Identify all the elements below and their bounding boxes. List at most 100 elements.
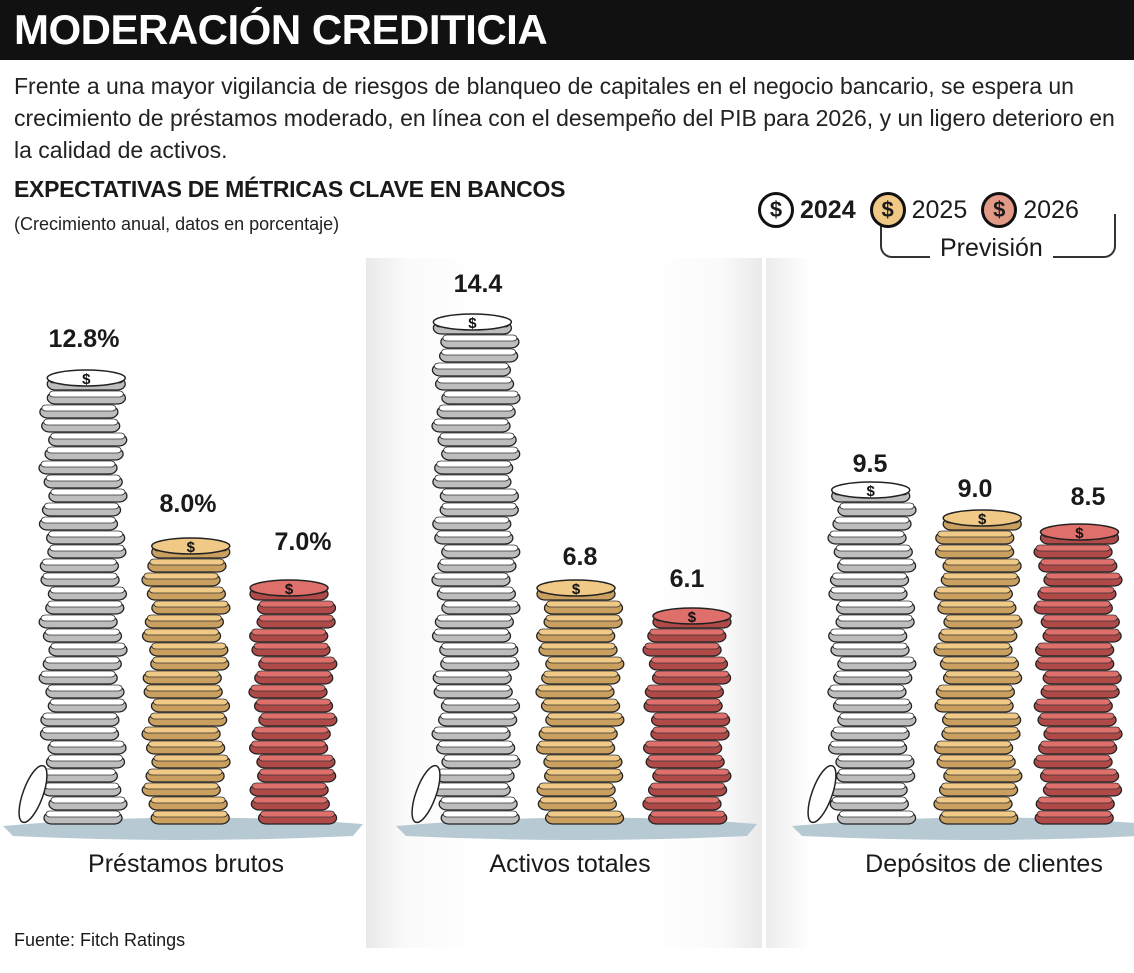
coin-face	[442, 334, 518, 342]
coin-face	[253, 726, 329, 734]
coin-face	[538, 628, 614, 636]
coin-face	[835, 544, 911, 552]
coin-face	[147, 768, 223, 776]
coin-face	[42, 712, 118, 720]
coin-face	[435, 684, 511, 692]
coin-face	[252, 796, 328, 804]
coin-face	[443, 544, 519, 552]
coin-face	[835, 670, 911, 678]
coin-face	[50, 796, 126, 804]
source-value: Fitch Ratings	[75, 930, 186, 950]
coin-face	[829, 530, 905, 538]
coin-face	[443, 390, 519, 398]
coin-face	[434, 362, 509, 370]
coin-face	[1037, 796, 1113, 804]
source: Fuente: Fitch Ratings	[14, 930, 185, 951]
coin-face	[439, 432, 515, 440]
coin-face	[250, 684, 326, 692]
coin-face	[547, 712, 623, 720]
coin-face	[652, 726, 728, 734]
coin-face	[442, 810, 518, 818]
legend-item-2025: $2025	[869, 192, 967, 228]
coin-face	[1037, 656, 1113, 664]
coin-stack-2024-1: $	[431, 313, 521, 825]
coin-face	[42, 726, 117, 734]
value-label: 6.8	[562, 543, 598, 571]
coin-face	[150, 796, 226, 804]
coin-face	[50, 642, 126, 650]
chart-subtitle: EXPECTATIVAS DE MÉTRICAS CLAVE EN BANCOS	[14, 176, 566, 202]
coin-face	[151, 642, 227, 650]
coin-face	[45, 474, 121, 482]
coin-face	[251, 782, 327, 790]
coin-face	[49, 740, 125, 748]
coin-face	[260, 656, 336, 664]
coin-face	[438, 586, 514, 594]
value-label: 7.0%	[274, 528, 332, 556]
value-label: 9.5	[852, 450, 888, 478]
coin-face	[150, 712, 226, 720]
leaning-coin-icon	[411, 764, 441, 824]
coin-face	[942, 572, 1018, 580]
coin-face	[40, 614, 116, 622]
coin-face	[442, 656, 518, 664]
coin-face	[143, 782, 219, 790]
coin-icon: $	[758, 192, 794, 228]
coin-stack-2025-1: $	[535, 579, 625, 825]
coin-face	[645, 698, 721, 706]
category-label: Activos totales	[489, 850, 651, 878]
coin-face	[937, 684, 1013, 692]
coin-face	[41, 404, 117, 412]
value-label: 12.8%	[48, 325, 120, 353]
coin-face	[1045, 572, 1121, 580]
coin-face	[653, 712, 729, 720]
coin-face	[649, 628, 725, 636]
coin-face	[436, 614, 512, 622]
coin-stack-2024-2: $	[827, 481, 917, 825]
top-coin	[432, 313, 513, 331]
coin-face	[1044, 628, 1120, 636]
coin-face	[433, 418, 509, 426]
coin-face	[50, 432, 126, 440]
coin-face	[654, 768, 730, 776]
coin-face	[539, 796, 615, 804]
coin-face	[1035, 544, 1111, 552]
coin-face	[1045, 782, 1120, 790]
top-coin	[652, 607, 732, 625]
coin-face	[546, 600, 621, 608]
coin-face	[259, 600, 334, 608]
coin-face	[537, 684, 613, 692]
coin-face	[940, 628, 1016, 636]
coin-face	[441, 642, 517, 650]
dollar-icon: $	[688, 609, 697, 626]
dollar-icon: $	[867, 483, 876, 500]
coin-face	[1042, 614, 1118, 622]
coin-face	[545, 754, 621, 762]
intro-text: Frente a una mayor vigilancia de riesgos…	[14, 73, 1115, 163]
coin-face	[543, 698, 618, 706]
coin-face	[443, 698, 518, 706]
coin-face	[647, 754, 723, 762]
coin-face	[143, 726, 219, 734]
coin-face	[654, 670, 729, 678]
coin-face	[547, 656, 623, 664]
coin-face	[838, 600, 913, 608]
coin-stack-2024-0: $	[38, 369, 128, 825]
coin-face	[152, 810, 228, 818]
coin-stack-2026-1: $	[642, 607, 732, 825]
coin-face	[941, 782, 1016, 790]
coin-face	[834, 516, 910, 524]
coin-face	[152, 656, 228, 664]
coin-face	[1039, 586, 1115, 594]
top-coin	[46, 369, 126, 387]
coin-icon: $	[981, 192, 1018, 228]
coin-face	[644, 642, 720, 650]
coin-face	[44, 502, 119, 510]
coin-face	[148, 740, 224, 748]
coin-face	[937, 530, 1013, 538]
coin-face	[1039, 712, 1115, 720]
coin-face	[46, 446, 122, 454]
coin-face	[935, 642, 1011, 650]
coin-face	[1045, 726, 1121, 734]
